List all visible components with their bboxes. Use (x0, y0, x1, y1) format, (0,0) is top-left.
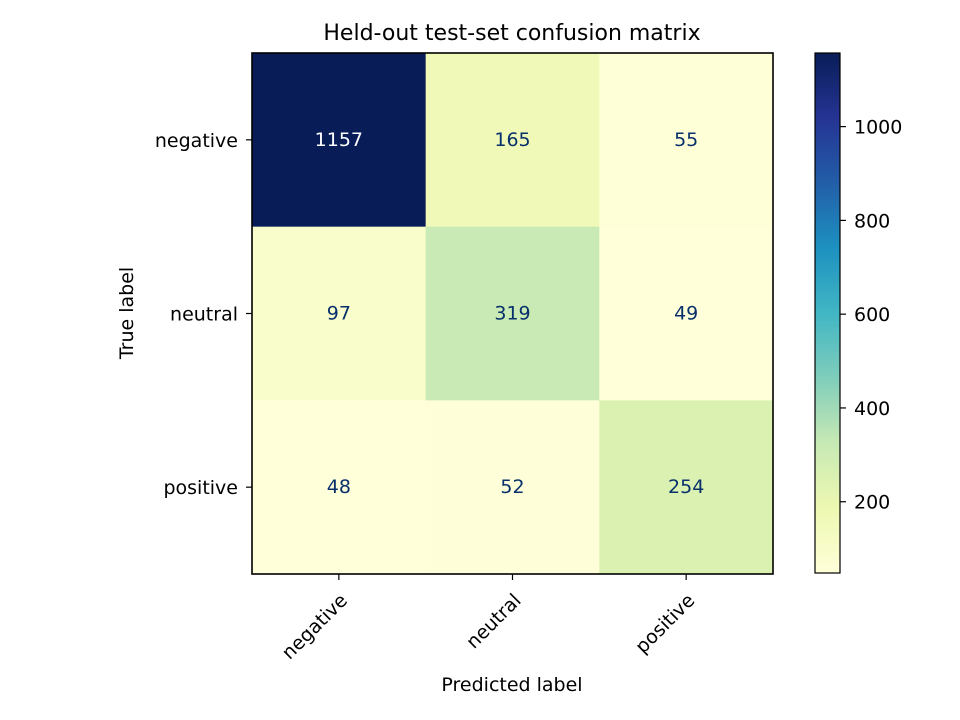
colorbar (814, 52, 841, 574)
cell-value-positive-negative: 48 (327, 476, 351, 498)
colorbar-tick-label-1000: 1000 (854, 117, 902, 139)
y-axis-ticks: negative neutral positive (155, 130, 252, 499)
heatmap-cell-neutral-positive (599, 226, 774, 401)
heatmap-cell-negative-positive (599, 53, 774, 228)
colorbar-tick-label-800: 800 (854, 210, 890, 232)
cell-value-neutral-positive: 49 (674, 303, 698, 325)
heatmap-cell-negative-negative (252, 53, 427, 228)
x-tick-label-positive: positive (631, 590, 699, 658)
cell-value-negative-positive: 55 (674, 129, 698, 151)
cell-value-negative-negative: 1157 (315, 129, 363, 151)
x-tick-label-negative: negative (278, 590, 352, 664)
heatmap-cell-neutral-negative (252, 226, 427, 401)
chart-title: Held-out test-set confusion matrix (323, 21, 700, 46)
y-tick-label-negative: negative (155, 130, 238, 152)
colorbar-tick-label-400: 400 (854, 398, 890, 420)
colorbar-tick-label-200: 200 (854, 492, 890, 514)
heatmap-cell-negative-neutral (425, 53, 600, 228)
x-axis-label: Predicted label (441, 674, 582, 696)
cell-value-negative-neutral: 165 (494, 129, 530, 151)
cell-value-neutral-neutral: 319 (494, 303, 530, 325)
x-axis-ticks: negative neutral positive (278, 574, 699, 664)
cell-value-labels: 1157 165 55 97 319 49 48 52 254 (315, 129, 705, 498)
x-tick-label-neutral: neutral (462, 590, 526, 654)
cell-value-neutral-negative: 97 (327, 303, 351, 325)
y-axis-label: True label (116, 267, 138, 360)
y-tick-label-positive: positive (163, 477, 238, 499)
cell-value-positive-neutral: 52 (500, 476, 524, 498)
y-tick-label-neutral: neutral (170, 304, 238, 326)
colorbar-tick-label-600: 600 (854, 304, 890, 326)
heatmap-cell-neutral-neutral (425, 226, 600, 401)
heatmap-cell-positive-negative (252, 400, 427, 575)
cell-value-positive-positive: 254 (668, 476, 704, 498)
heatmap-cells (252, 53, 774, 575)
heatmap-cell-positive-neutral (425, 400, 600, 575)
colorbar-ticks: 200 400 600 800 1000 (840, 117, 902, 514)
heatmap-cell-positive-positive (599, 400, 774, 575)
